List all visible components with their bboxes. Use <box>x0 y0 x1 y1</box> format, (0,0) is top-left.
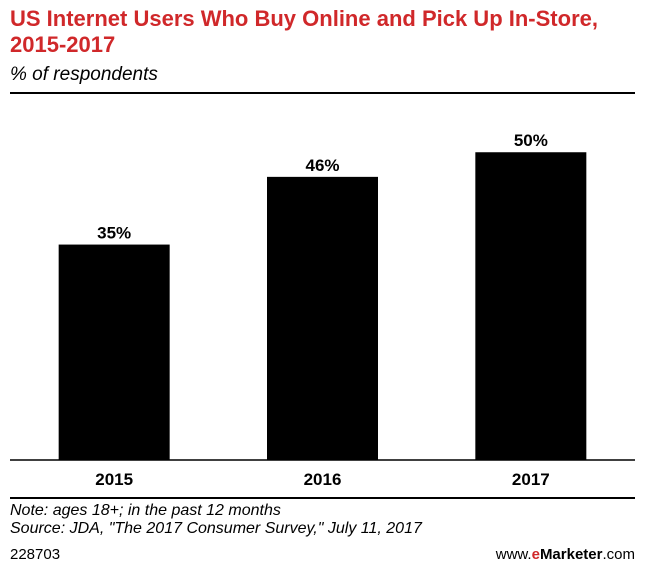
x-tick-label-2017: 2017 <box>512 470 550 489</box>
brand-accent: e <box>531 546 540 563</box>
bar-2016 <box>267 176 378 460</box>
chart-source: Source: JDA, "The 2017 Consumer Survey,"… <box>10 520 422 537</box>
data-label-2016: 46% <box>305 156 339 175</box>
data-label-2015: 35% <box>97 224 131 243</box>
brand-link[interactable]: www.eMarketer.com <box>496 546 635 563</box>
bar-chart: 35% 2015 46% 2016 50% 2017 <box>10 131 635 489</box>
x-tick-label-2016: 2016 <box>304 470 342 489</box>
chart-note: Note: ages 18+; in the past 12 months <box>10 502 281 519</box>
chart-id: 228703 <box>10 546 61 563</box>
brand-suffix: .com <box>602 546 635 563</box>
data-label-2017: 50% <box>514 131 548 150</box>
brand-prefix: www. <box>495 546 532 563</box>
chart-title: US Internet Users Who Buy Online and Pic… <box>10 6 598 57</box>
brand-name: Marketer <box>539 546 603 563</box>
x-tick-label-2015: 2015 <box>95 470 133 489</box>
chart-subtitle: % of respondents <box>10 64 158 85</box>
bottom-divider <box>10 497 635 499</box>
bar-2015 <box>58 244 170 460</box>
bar-2017 <box>475 152 587 460</box>
top-divider <box>10 92 635 94</box>
